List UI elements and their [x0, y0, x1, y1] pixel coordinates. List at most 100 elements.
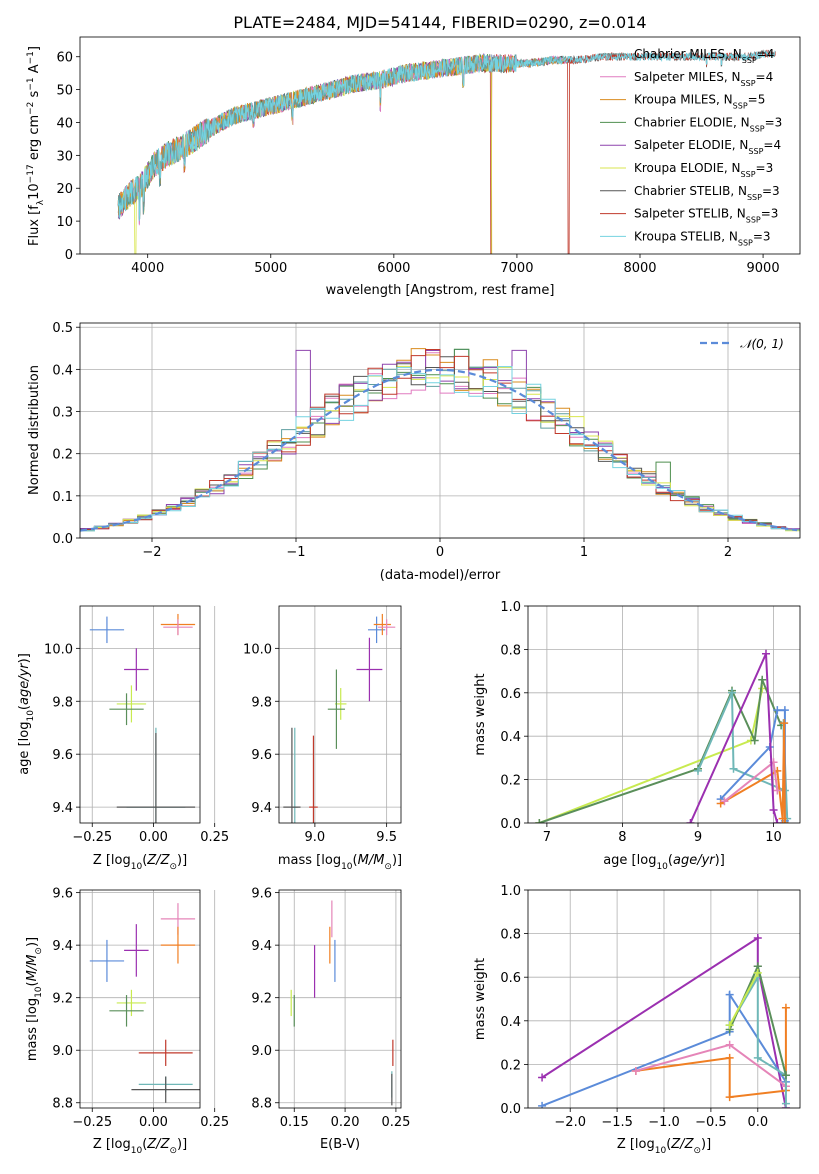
y-tick-label: 9.4: [251, 939, 272, 954]
x-tick-label: 6000: [377, 261, 410, 276]
y-tick-label: 8.8: [52, 1097, 73, 1112]
spectrum-legend: Chabrier MILES, NSSP=4 Salpeter MILES, NS…: [600, 47, 782, 247]
weight-marker: [725, 990, 734, 999]
weight-vs-age-x-label: age [log10(age/yr)]: [603, 853, 725, 872]
mass-vs-metallicity-panel: −0.25 0.00 0.25 8.8 9.0 9.2 9.4 9.6 Z [log10(Z/Z…: [25, 887, 229, 1156]
plot-area: [290, 900, 394, 1106]
residuals-x-label: (data-model)/error: [380, 568, 501, 583]
y-tick-label: 9.8: [251, 695, 272, 710]
age-vs-mass-panel: 9.0 9.5 9.4 9.6 9.8 10.0 mass [log10(M/M⊙)]: [243, 605, 402, 872]
weight-line: [538, 675, 783, 823]
x-tick-label: 5000: [254, 261, 287, 276]
weight-marker: [780, 706, 789, 715]
y-tick-label: 0.1: [52, 490, 73, 505]
y-tick-label: 0.2: [500, 1058, 521, 1073]
spectrum-line-salpeter-elodie: [117, 52, 493, 225]
weight-marker: [781, 1003, 790, 1012]
data-point: [116, 733, 196, 823]
weight-marker: [631, 1066, 640, 1075]
x-tick-label: −1.0: [648, 1115, 680, 1130]
legend-label: Chabrier STELIB, NSSP=3: [634, 184, 780, 202]
x-tick-label: 8: [618, 830, 626, 845]
figure-title: PLATE=2484, MJD=54144, FIBERID=0290, z=0…: [233, 13, 646, 32]
x-tick-label: −0.25: [72, 1115, 112, 1130]
age-vs-Z-x-label: Z [log10(Z/Z⊙)]: [93, 853, 187, 872]
data-point: [163, 619, 193, 636]
plot-area: [80, 348, 800, 533]
data-point: [89, 939, 125, 982]
weight-marker: [725, 1021, 734, 1030]
weight-vs-age-panel: 7 8 9 10 0.0 0.2 0.4 0.6 0.8 1.0 mass weight age [l…: [473, 600, 801, 872]
y-tick-label: 9.4: [52, 939, 73, 954]
mass-vs-Z-x-label: Z [log10(Z/Z⊙)]: [93, 1137, 187, 1156]
weight-marker: [750, 736, 759, 745]
weight-marker: [780, 719, 789, 728]
axes-frame: [79, 36, 801, 255]
y-tick-label: 0.4: [52, 363, 73, 378]
age-vs-metallicity-panel: −0.25 0.00 0.25 9.4 9.6 9.8 10.0 Z [log10(Z/Z⊙)…: [17, 605, 229, 872]
weight-marker: [769, 805, 778, 814]
weight-marker: [538, 1073, 547, 1082]
y-tick-label: 30: [56, 149, 73, 164]
y-tick-label: 0.5: [52, 321, 73, 336]
weight-marker: [762, 649, 770, 658]
x-tick-label: 7000: [500, 261, 533, 276]
plot-area: [89, 903, 200, 1103]
weight-marker: [753, 968, 762, 977]
plot-area: [89, 613, 196, 823]
data-point: [89, 616, 125, 644]
normal-curve: [80, 368, 798, 532]
spectrum-x-label: wavelength [Angstrom, rest frame]: [326, 283, 555, 298]
x-tick-label: 0.25: [200, 1115, 229, 1130]
x-tick-label: 10: [765, 830, 782, 845]
data-point: [160, 926, 196, 964]
data-point: [124, 924, 149, 977]
y-tick-label: 9.4: [52, 801, 73, 816]
x-tick-label: 2: [724, 545, 732, 560]
data-point: [373, 613, 391, 636]
legend-label: Salpeter MILES, NSSP=4: [634, 70, 773, 88]
weight-marker: [694, 766, 702, 775]
weight-marker: [538, 1101, 547, 1108]
y-tick-label: 0.4: [500, 1015, 521, 1030]
data-point: [109, 995, 144, 1027]
legend-label: Salpeter STELIB, NSSP=3: [634, 207, 778, 225]
x-tick-label: 4000: [131, 261, 164, 276]
x-tick-label: −1: [286, 545, 305, 560]
legend-label: Chabrier ELODIE, NSSP=3: [634, 115, 782, 132]
y-tick-label: 0.0: [52, 532, 73, 547]
weight-marker: [773, 786, 782, 795]
y-tick-label: 10.0: [243, 642, 272, 657]
mass-vs-Z-y-label: mass [log10(M/M⊙)]: [25, 937, 44, 1061]
weight-marker: [781, 1099, 790, 1108]
y-tick-label: 0.6: [500, 971, 521, 986]
weight-marker: [720, 797, 729, 806]
weight-marker: [773, 706, 782, 715]
plot-area: [535, 649, 792, 823]
weight-marker: [725, 1093, 734, 1102]
x-tick-label: 9.0: [305, 830, 326, 845]
data-point: [283, 727, 301, 823]
weight-line: [541, 936, 787, 1108]
y-tick-label: 0.0: [500, 817, 521, 832]
residuals-panel: −2 −1 0 1 2 0.0 0.1 0.2 0.3 0.4 0.5 𝒩(0, 1) (data-mo…: [27, 321, 801, 583]
axes-frame: [278, 605, 402, 824]
weight-marker: [780, 819, 789, 823]
x-tick-label: −2: [142, 545, 161, 560]
y-tick-label: 9.0: [52, 1044, 73, 1059]
y-tick-label: 9.6: [251, 887, 272, 902]
x-tick-label: −1.5: [601, 1115, 633, 1130]
x-tick-label: 8000: [623, 261, 656, 276]
x-tick-label: 0.00: [139, 1115, 168, 1130]
gridlines: [279, 606, 401, 823]
y-tick-label: 9.2: [251, 992, 272, 1007]
plot-area: [538, 933, 790, 1108]
legend-label: Kroupa MILES, NSSP=5: [634, 93, 765, 111]
legend-label: Salpeter ELODIE, NSSP=4: [634, 138, 781, 156]
weight-marker: [753, 1053, 762, 1062]
y-tick-label: 60: [56, 51, 73, 66]
data-point: [327, 669, 346, 749]
x-tick-label: 0: [436, 545, 444, 560]
legend-label: Kroupa STELIB, NSSP=3: [634, 229, 771, 247]
